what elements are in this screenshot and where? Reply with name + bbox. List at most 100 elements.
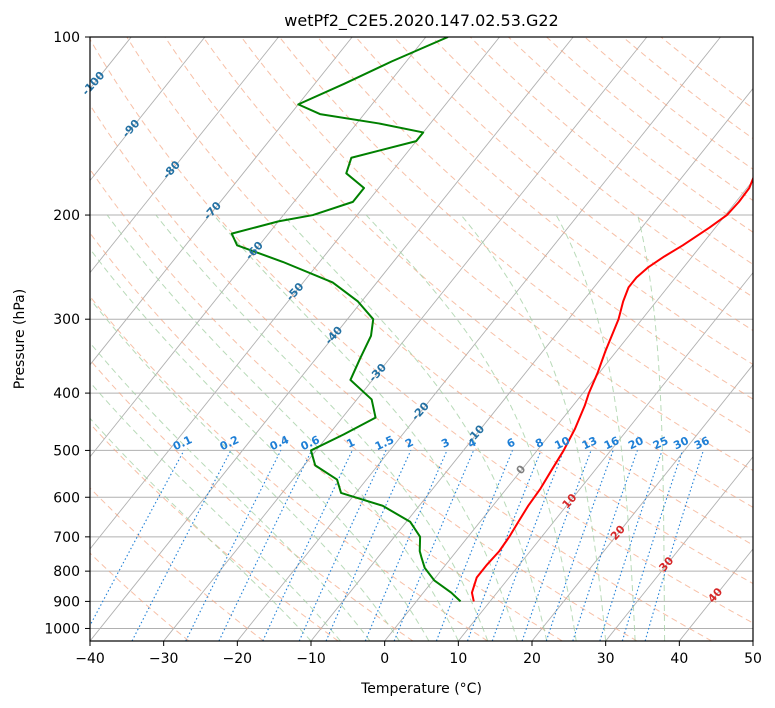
mixing-ratio-label: 13 xyxy=(580,434,599,452)
mixing-ratio-line xyxy=(393,450,475,641)
y-tick-label: 500 xyxy=(53,443,80,459)
mixing-ratio-line xyxy=(435,450,513,641)
mixing-ratio-label: 30 xyxy=(671,434,691,452)
x-axis-label: Temperature (°C) xyxy=(360,681,482,697)
mixing-ratio-label: 20 xyxy=(626,434,646,452)
dry-adiabat-line xyxy=(202,37,753,508)
y-tick-label: 1000 xyxy=(44,621,80,637)
mixing-ratio-label: 8 xyxy=(533,436,545,451)
isotherm-line xyxy=(605,456,753,641)
isotherm-line xyxy=(384,179,753,641)
moist-adiabat-line xyxy=(460,214,607,641)
mixing-ratio-line xyxy=(599,450,663,641)
isotherm-line xyxy=(310,87,753,641)
isotherm-line xyxy=(90,37,353,366)
x-tick-label: −40 xyxy=(75,651,105,667)
dry-adiabat-line xyxy=(279,37,753,435)
isotherm-line xyxy=(0,37,58,641)
mixing-ratio-line xyxy=(364,450,448,641)
dry-adiabat-line xyxy=(317,37,753,400)
plot-labels: 0.1 0.2 0.4 0.6 1 1.5 2 3 4 6 8 10 13 16 20 25 30 36-100-… xyxy=(79,69,725,606)
mixing-ratio-line xyxy=(545,450,614,641)
isotherm-line xyxy=(457,271,753,641)
dry-adiabat-line xyxy=(431,37,753,298)
moist-adiabat-line xyxy=(282,214,548,641)
y-tick-label: 700 xyxy=(53,530,80,546)
isotherm-line xyxy=(90,37,427,458)
mixing-ratio-line xyxy=(644,450,704,641)
dry-adiabat-line xyxy=(164,37,753,546)
x-tick-label: 0 xyxy=(380,651,389,667)
y-tick-label: 400 xyxy=(53,386,80,402)
x-tick-label: 40 xyxy=(670,651,688,667)
isotherm-line xyxy=(90,37,206,182)
dry-adiabat-line xyxy=(90,295,488,641)
isotherm-label: 10 xyxy=(560,491,580,511)
mixing-ratio-line xyxy=(572,450,638,641)
mixing-ratio-line xyxy=(262,450,353,641)
x-tick-label: −30 xyxy=(149,651,179,667)
isotherm-line xyxy=(90,37,574,641)
y-tick-label: 900 xyxy=(53,594,80,610)
isotherm-label: 40 xyxy=(705,585,725,605)
mixing-ratio-label: 16 xyxy=(602,434,622,452)
isotherm-line xyxy=(678,548,753,641)
mixing-ratio-line xyxy=(298,450,387,641)
isotherm-line xyxy=(236,37,721,641)
moist-adiabat-line xyxy=(90,298,400,641)
moist-adiabat-line xyxy=(155,214,489,641)
dry-adiabat-line xyxy=(240,37,753,472)
isotherm-label: -40 xyxy=(322,323,345,347)
isotherm-label: -30 xyxy=(366,361,389,385)
isotherm-label: -100 xyxy=(79,69,107,98)
plot-lines xyxy=(90,37,753,641)
mixing-ratio-label: 3 xyxy=(439,436,451,451)
y-tick-label: 300 xyxy=(53,312,80,328)
mixing-ratio-line xyxy=(521,450,592,641)
x-tick-label: 10 xyxy=(449,651,467,667)
x-tick-label: 30 xyxy=(597,651,615,667)
mixing-ratio-line xyxy=(325,450,412,641)
isotherm-label: -60 xyxy=(243,239,266,263)
dry-adiabat-line xyxy=(469,37,753,265)
isotherm-label: -90 xyxy=(120,117,143,141)
mixing-ratio-line xyxy=(491,450,565,641)
chart-title: wetPf2_C2E5.2020.147.02.53.G22 xyxy=(284,11,558,31)
y-tick-label: 200 xyxy=(53,208,80,224)
y-axis-label: Pressure (hPa) xyxy=(12,289,28,389)
x-tick-label: −20 xyxy=(223,651,253,667)
mixing-ratio-label: 10 xyxy=(553,434,573,452)
mixing-ratio-line xyxy=(185,450,282,641)
dewpoint-line xyxy=(230,37,462,603)
mixing-ratio-label: 36 xyxy=(692,434,712,452)
dry-adiabat-line xyxy=(90,104,712,641)
moist-adiabat-line xyxy=(637,214,666,641)
dry-adiabat-line xyxy=(90,422,339,641)
isotherm-label: -70 xyxy=(201,199,224,223)
dry-adiabat-line xyxy=(584,37,753,170)
moist-adiabat-line xyxy=(90,381,341,641)
moist-adiabat-line xyxy=(106,214,459,641)
x-tick-label: 50 xyxy=(744,651,762,667)
dry-adiabat-line xyxy=(90,552,190,641)
isotherm-line xyxy=(90,37,279,274)
y-tick-label: 100 xyxy=(53,30,80,46)
isotherm-label: -80 xyxy=(160,158,183,182)
mixing-ratio-label: 6 xyxy=(505,436,518,451)
dry-adiabat-line xyxy=(90,232,563,641)
moist-adiabat-line xyxy=(213,214,518,641)
x-tick-label: −10 xyxy=(296,651,326,667)
y-tick-label: 800 xyxy=(53,564,80,580)
mixing-ratio-line xyxy=(218,450,313,641)
temperature-line xyxy=(470,175,753,602)
moist-adiabat-line xyxy=(365,214,577,641)
moist-adiabat-line xyxy=(90,342,371,641)
dry-adiabat-line xyxy=(546,37,753,202)
plot-area xyxy=(0,37,753,641)
x-tick-label: 20 xyxy=(523,651,541,667)
mixing-ratio-line xyxy=(90,450,185,627)
isotherm-line xyxy=(90,37,500,550)
moist-adiabat-line xyxy=(90,417,312,641)
dry-adiabat-line xyxy=(393,37,753,332)
